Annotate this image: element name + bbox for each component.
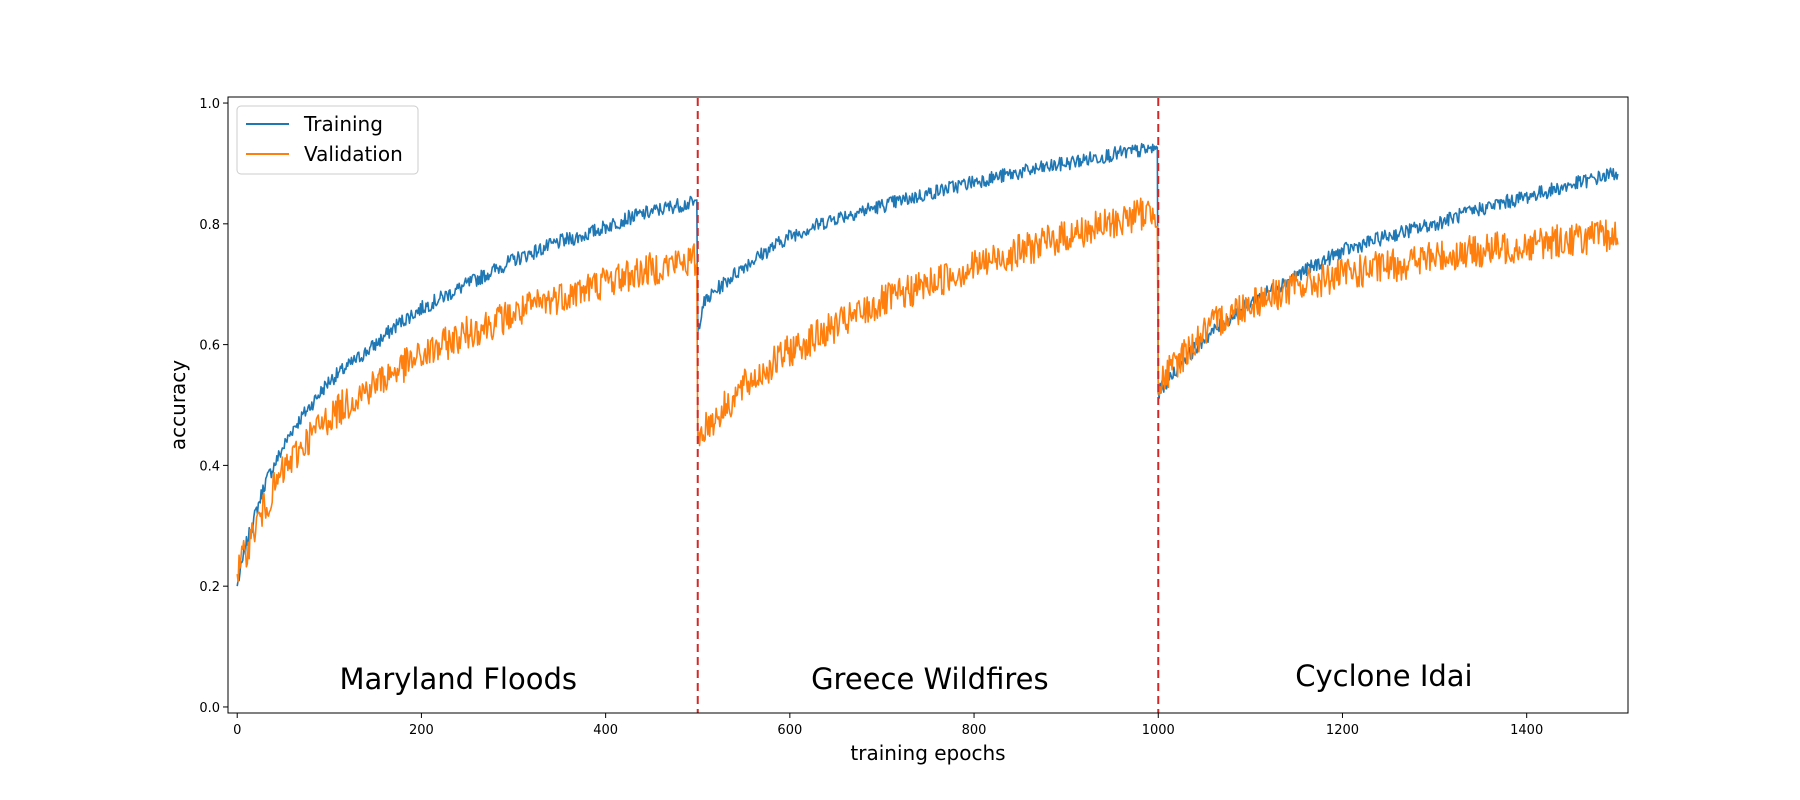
series-line-validation (236, 197, 1619, 583)
y-tick-label: 0.8 (199, 218, 220, 233)
series-layer (236, 142, 1619, 587)
y-tick-label: 0.4 (199, 459, 220, 474)
x-tick-label: 1200 (1326, 723, 1359, 738)
legend-label: Validation (304, 142, 403, 166)
x-tick-label: 200 (409, 723, 434, 738)
x-axis-ticks: 0 200 400 600 800 1000 1200 1400 (233, 713, 1543, 738)
x-tick-label: 1000 (1142, 723, 1175, 738)
x-axis-title: training epochs (850, 741, 1005, 765)
y-tick-label: 0.6 (199, 339, 220, 354)
plot-frame (227, 96, 1629, 714)
legend-label: Training (303, 112, 383, 136)
y-tick-label: 0.0 (199, 701, 220, 716)
y-tick-label: 0.2 (199, 580, 220, 595)
y-axis-ticks: 0.0 0.2 0.4 0.6 0.8 1.0 (199, 97, 228, 716)
x-tick-label: 600 (777, 723, 802, 738)
legend: Training Validation (236, 105, 419, 175)
region-label: Maryland Floods (340, 662, 577, 696)
y-axis-title: accuracy (166, 360, 190, 450)
series-line-training (236, 142, 1619, 587)
region-labels: Maryland Floods Greece Wildfires Cyclone I… (340, 659, 1473, 696)
x-tick-label: 400 (593, 723, 618, 738)
region-label: Cyclone Idai (1295, 659, 1472, 693)
x-tick-label: 0 (233, 723, 241, 738)
y-tick-label: 1.0 (199, 97, 220, 112)
x-tick-label: 1400 (1510, 723, 1543, 738)
region-label: Greece Wildfires (811, 662, 1049, 696)
x-tick-label: 800 (962, 723, 987, 738)
boundary-lines (696, 98, 1160, 713)
